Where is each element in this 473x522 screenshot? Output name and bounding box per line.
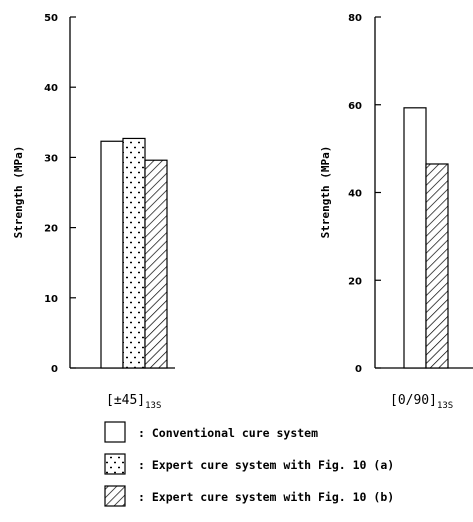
chart-left-category-label: [±45]13S	[106, 393, 161, 411]
legend-label-expert-a: : Expert cure system with Fig. 10 (a)	[138, 458, 394, 472]
chart-left-y-axis-label: Strength (MPa)	[12, 146, 25, 239]
legend-swatch-conventional	[104, 421, 126, 443]
chart-right-y-tick-label: 40	[348, 189, 362, 200]
legend-swatch-expert-a	[104, 453, 126, 475]
chart-left-category-subscript: 13S	[145, 401, 161, 411]
chart-right-bar	[425, 163, 449, 369]
legend-label-conventional: : Conventional cure system	[138, 426, 318, 440]
chart-right-y-axis-label: Strength (MPa)	[319, 146, 332, 239]
chart-left-bar	[122, 137, 146, 369]
legend-label-expert-b: : Expert cure system with Fig. 10 (b)	[138, 490, 394, 504]
chart-left-y-tick-label: 0	[51, 364, 58, 375]
chart-left-bar	[100, 140, 124, 369]
chart-right: 0 20 40 60 80 Strength (MPa) [0/90]13S	[319, 13, 473, 411]
chart-right-y-tick-label: 80	[348, 13, 362, 24]
chart-right-category-label: [0/90]13S	[390, 393, 453, 411]
chart-right-y-tick-label: 20	[348, 276, 362, 287]
legend: : Conventional cure system : Expert cure…	[104, 421, 394, 507]
chart-left: 0 10 20 30 40 50 Strength (MPa) [±45]13S	[12, 13, 175, 411]
chart-left-y-tick-label: 30	[44, 153, 58, 164]
chart-right-y-tick-label: 60	[348, 101, 362, 112]
chart-left-y-tick-label: 20	[44, 224, 58, 235]
legend-swatch-expert-b	[104, 485, 126, 507]
chart-right-category-subscript: 13S	[437, 401, 453, 411]
chart-left-bar	[144, 159, 168, 369]
chart-right-bar	[403, 107, 427, 369]
chart-right-y-tick-label: 0	[355, 364, 362, 375]
chart-left-y-tick-label: 50	[44, 13, 58, 24]
chart-left-y-tick-label: 10	[44, 294, 58, 305]
chart-left-y-tick-label: 40	[44, 83, 58, 94]
